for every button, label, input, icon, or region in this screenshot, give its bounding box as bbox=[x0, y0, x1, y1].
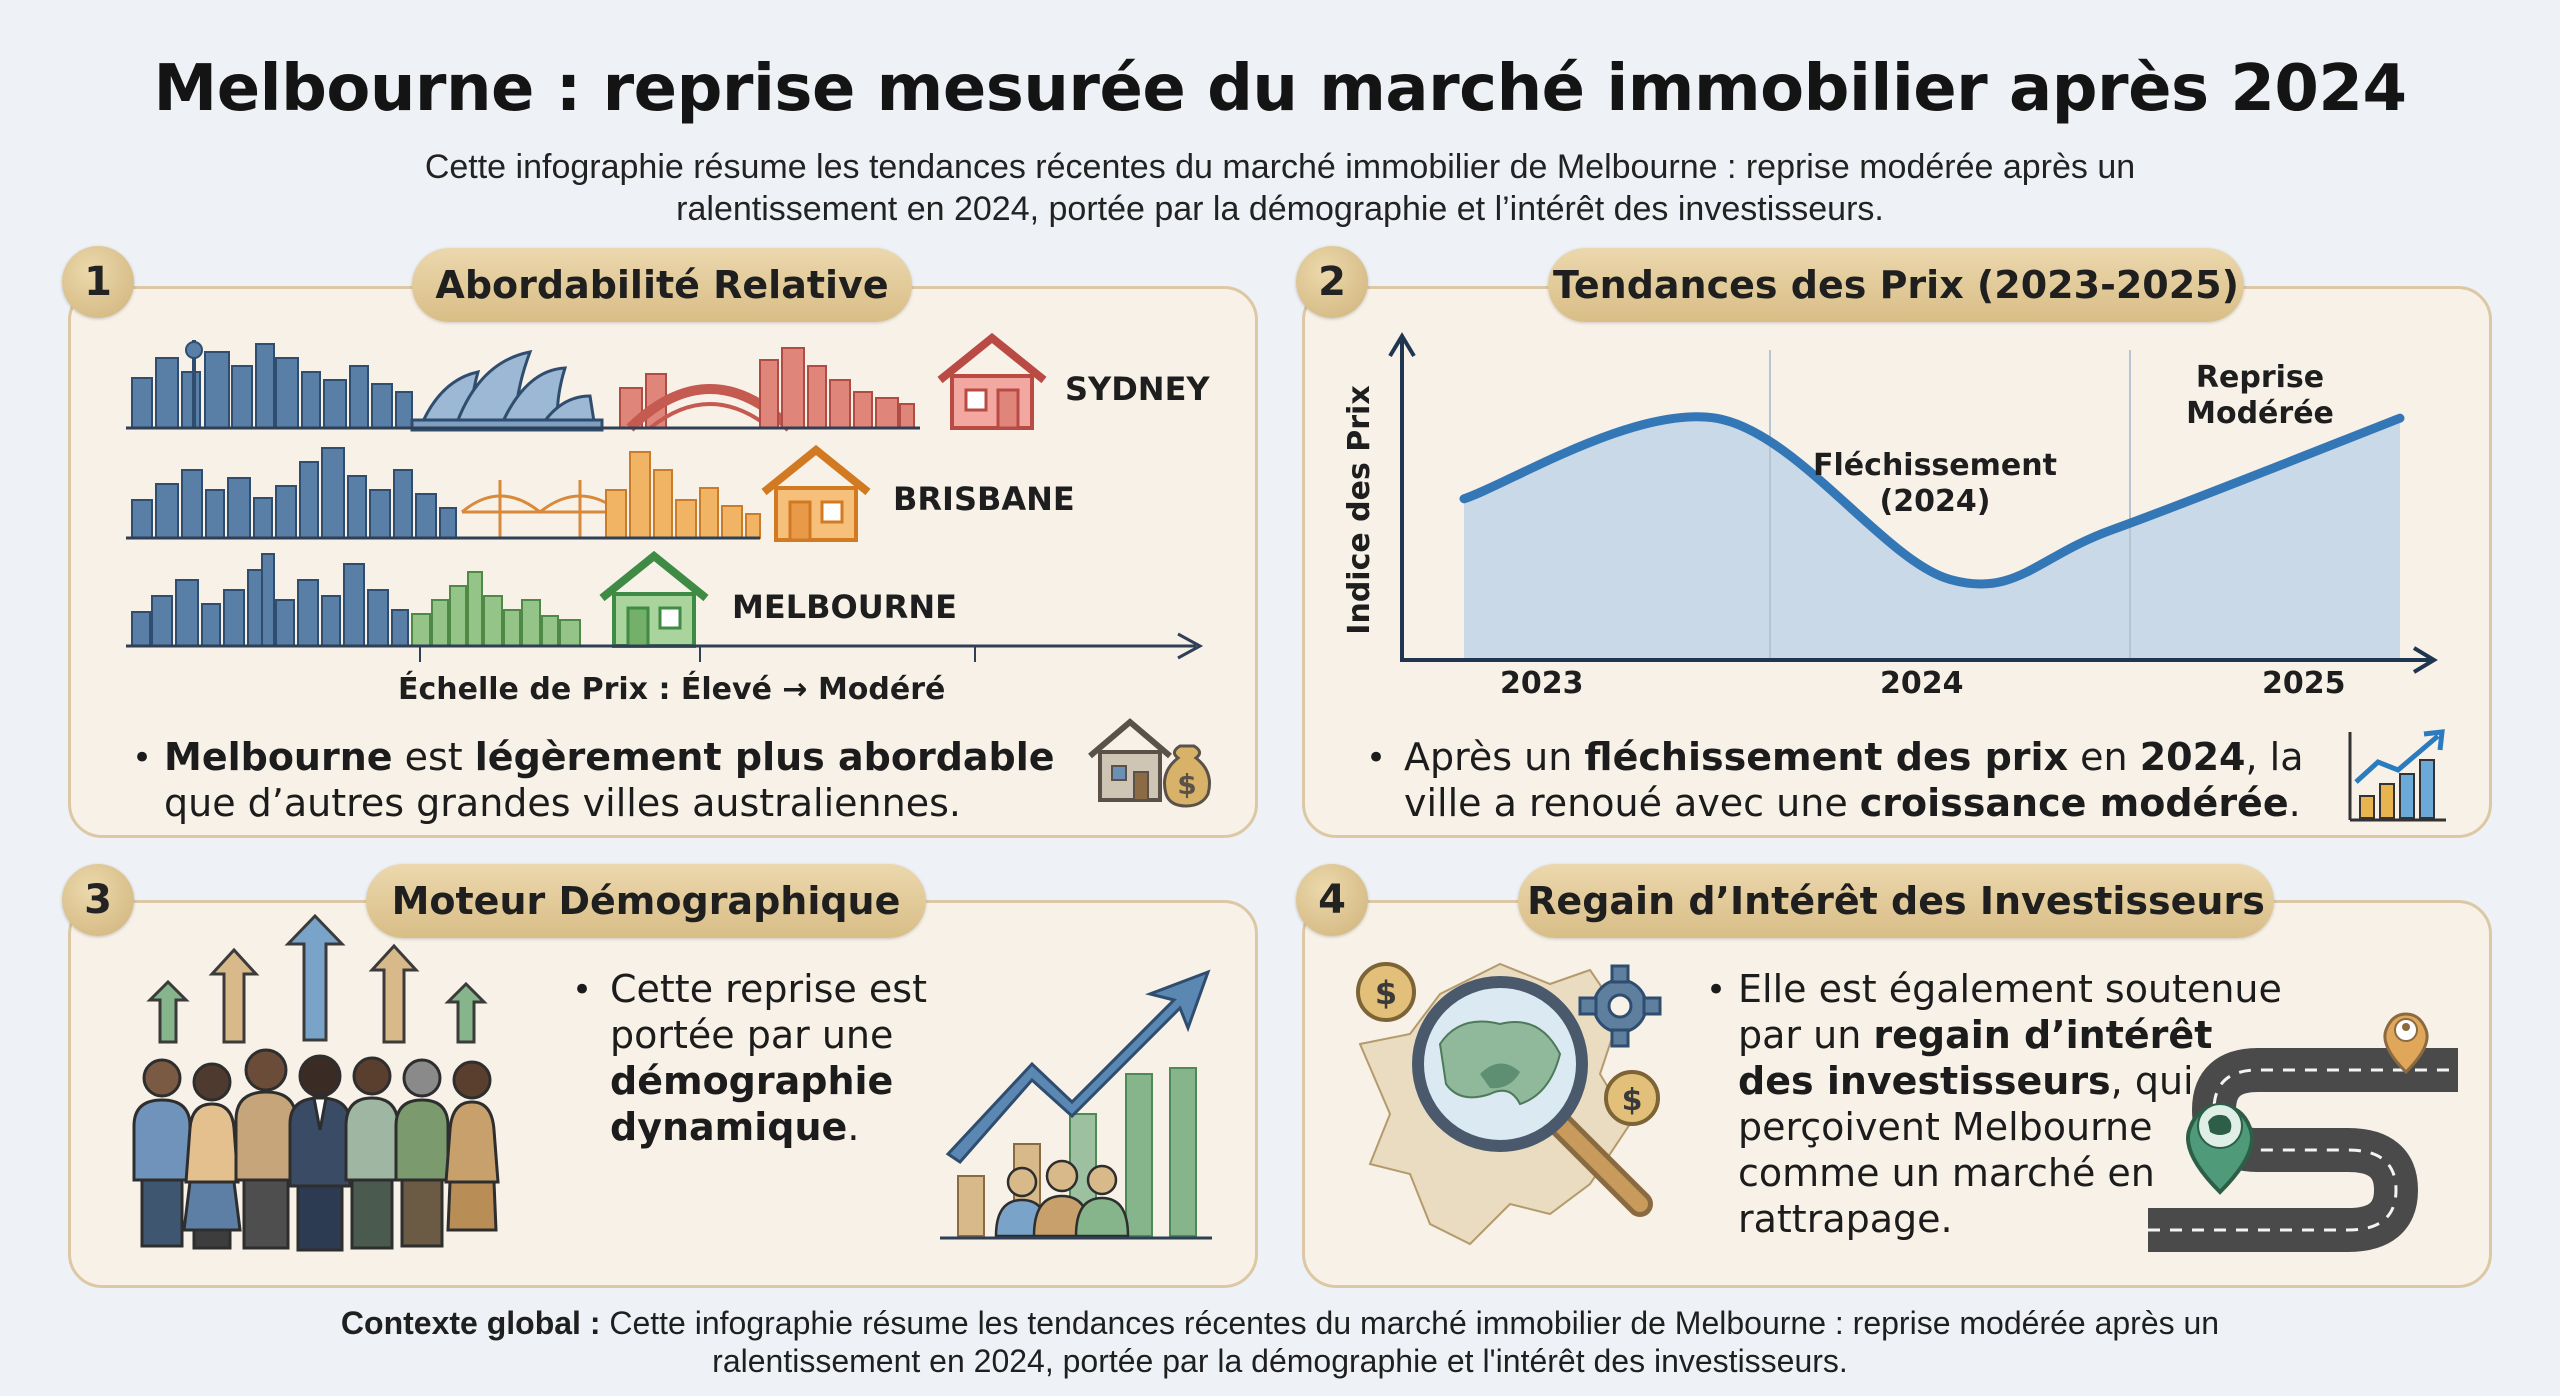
svg-text:$: $ bbox=[1177, 768, 1196, 801]
page-subtitle: Cette infographie résume les tendances r… bbox=[424, 148, 2136, 228]
chart-series-line bbox=[1459, 412, 2405, 589]
chart-annotation-dip: Fléchissement (2024) bbox=[1813, 448, 2057, 519]
gear-icon bbox=[1578, 964, 1662, 1048]
affordability-text: Melbourne est légèrement plus abordable … bbox=[164, 735, 1055, 825]
arrow-up-icon bbox=[146, 913, 488, 1044]
house-money-bag-icon: $ bbox=[1088, 718, 1211, 808]
panel-number-2: 2 bbox=[1296, 246, 1368, 318]
growth-arrow-people-icon bbox=[940, 969, 1212, 1240]
panel-heading-investors: Regain d’Intérêt des Investisseurs bbox=[1518, 864, 2274, 938]
panel-number-1: 1 bbox=[62, 246, 134, 318]
skyline-row-brisbane-orange bbox=[605, 451, 761, 539]
panel-number-4: 4 bbox=[1296, 864, 1368, 936]
investors-text: Elle est également soutenue par un regai… bbox=[1738, 967, 2282, 1241]
price-index-chart bbox=[1388, 332, 2438, 674]
chart-x-axis-arrow bbox=[2412, 646, 2438, 674]
skyline-row-sydney bbox=[131, 340, 413, 429]
panel-number-3: 3 bbox=[62, 864, 134, 936]
dollar-coin-icon: $ bbox=[1356, 962, 1416, 1022]
magnifier-map-icon: $ $ bbox=[1356, 962, 1662, 1246]
bullet-marker: • bbox=[1366, 738, 1387, 778]
chart-ylabel: Indice des Prix bbox=[1342, 385, 1377, 635]
city-label-brisbane: BRISBANE bbox=[893, 480, 1075, 518]
people-crowd-icon bbox=[132, 913, 500, 1252]
dollar-coin-icon: $ bbox=[1604, 1070, 1660, 1126]
bullet-marker: • bbox=[132, 738, 153, 778]
skyline-row-sydney-red bbox=[619, 347, 915, 432]
svg-text:$: $ bbox=[1622, 1083, 1643, 1118]
city-label-sydney: SYDNEY bbox=[1065, 370, 1210, 408]
brisbane-bridge bbox=[461, 480, 621, 538]
house-icon-sydney bbox=[937, 332, 1047, 430]
sydney-opera-house-icon bbox=[410, 350, 604, 432]
skyline-row-brisbane bbox=[131, 447, 457, 539]
map-pin-icon bbox=[2383, 1012, 2429, 1075]
panel-heading-affordability: Abordabilité Relative bbox=[412, 248, 912, 322]
city-label-melbourne: MELBOURNE bbox=[732, 588, 957, 626]
bullet-marker: • bbox=[572, 970, 593, 1010]
house-icon-brisbane bbox=[761, 444, 871, 542]
chart-xtick-2025: 2025 bbox=[2262, 666, 2346, 701]
chart-xtick-2024: 2024 bbox=[1880, 666, 1964, 701]
panel-heading-price-trends: Tendances des Prix (2023-2025) bbox=[1548, 248, 2244, 322]
bullet-marker: • bbox=[1706, 970, 1727, 1010]
price-scale-label: Échelle de Prix : Élevé → Modéré bbox=[398, 672, 946, 707]
chart-annotation-recovery: Reprise Modérée bbox=[2186, 360, 2334, 431]
footer-context: Contexte global : Cette infographie résu… bbox=[340, 1305, 2220, 1379]
panel-heading-demographics: Moteur Démographique bbox=[366, 864, 926, 938]
skyline-row-melbourne bbox=[131, 553, 409, 647]
chart-area-fill bbox=[1464, 416, 2400, 660]
map-pin-icon bbox=[2186, 1103, 2254, 1195]
road-map-pin-icon bbox=[2148, 1012, 2458, 1252]
price-trends-text: Après un fléchissement des prix en 2024,… bbox=[1404, 735, 2304, 825]
house-icon-melbourne bbox=[599, 550, 709, 648]
price-scale-axis bbox=[126, 632, 1204, 662]
chart-xtick-2023: 2023 bbox=[1500, 666, 1584, 701]
chart-y-axis-arrow bbox=[1388, 332, 1416, 358]
page-title: Melbourne : reprise mesurée du marché im… bbox=[153, 52, 2407, 126]
chart-ylabel-wrap: Indice des Prix bbox=[1342, 380, 1382, 640]
demographics-text: Cette reprise est portée par une démogra… bbox=[610, 967, 927, 1149]
svg-text:$: $ bbox=[1375, 974, 1397, 1012]
growth-chart-icon bbox=[2348, 729, 2446, 822]
skyline-row-melbourne-green bbox=[411, 571, 581, 647]
